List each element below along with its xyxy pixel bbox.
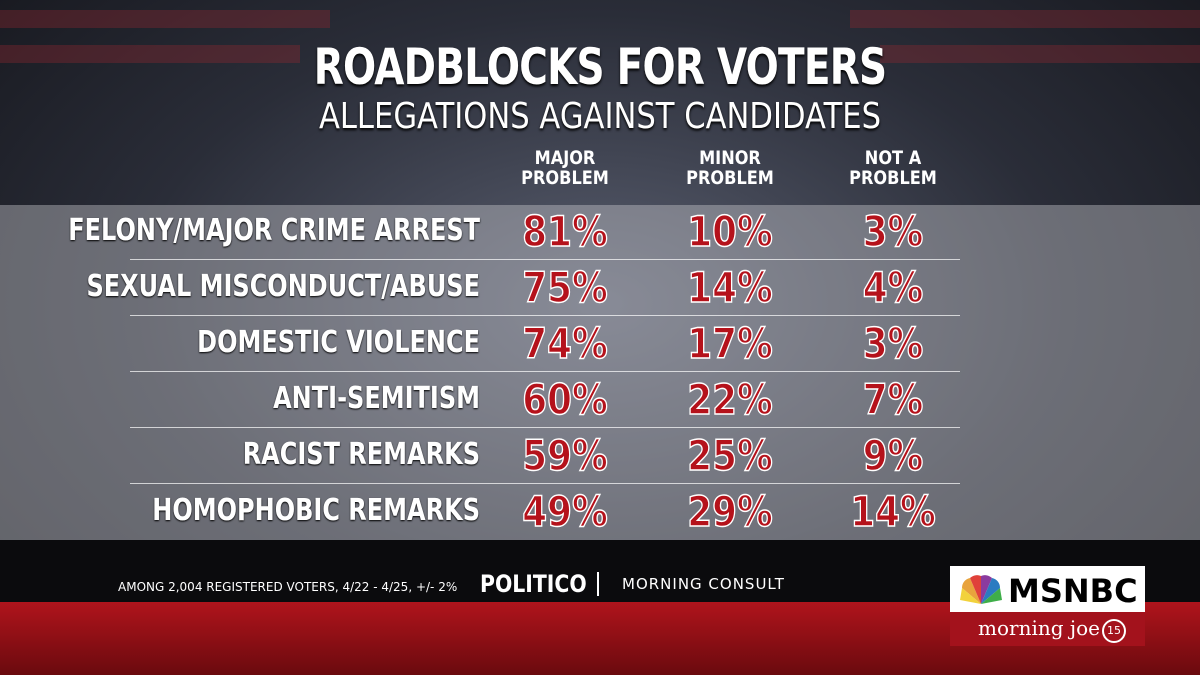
- network: MSNBC: [1008, 572, 1138, 610]
- row-label: DOMESTIC VIOLENCE: [197, 325, 480, 360]
- cell-value: 75%: [522, 262, 609, 313]
- row-divider: [130, 259, 960, 260]
- peacock: [960, 575, 1002, 604]
- row-label: ANTI-SEMITISM: [273, 381, 480, 416]
- cell-value: 14%: [850, 486, 937, 537]
- cell-value: 7%: [862, 374, 924, 425]
- row-divider: [130, 315, 960, 316]
- cell-value: 59%: [522, 430, 609, 481]
- row-label: FELONY/MAJOR CRIME ARREST: [68, 213, 480, 248]
- cell-value: 29%: [687, 486, 774, 537]
- show: morning joe: [978, 616, 1100, 640]
- cell-value: 60%: [522, 374, 609, 425]
- cell-value: 81%: [522, 206, 609, 257]
- row-label: RACIST REMARKS: [242, 437, 480, 472]
- row-band: [0, 205, 1200, 540]
- show-bar: morning joe 15: [950, 612, 1145, 646]
- row-divider: [130, 483, 960, 484]
- column-header: MAJOR PROBLEM: [521, 147, 609, 189]
- source: POLITICO: [480, 570, 587, 598]
- cell-value: 9%: [862, 430, 924, 481]
- title: ROADBLOCKS FOR VOTERS: [313, 38, 887, 96]
- source: MORNING CONSULT: [622, 575, 785, 593]
- row-divider: [130, 371, 960, 372]
- cell-value: 4%: [862, 262, 924, 313]
- cell-value: 10%: [687, 206, 774, 257]
- cell-value: 3%: [862, 206, 924, 257]
- row-label: HOMOPHOBIC REMARKS: [152, 493, 480, 528]
- footnote: AMONG 2,004 REGISTERED VOTERS, 4/22 - 4/…: [118, 580, 458, 594]
- cell-value: 25%: [687, 430, 774, 481]
- cell-value: 49%: [522, 486, 609, 537]
- divider: [597, 572, 599, 596]
- row-divider: [130, 427, 960, 428]
- column-header: NOT A PROBLEM: [849, 147, 937, 189]
- cell-value: 74%: [522, 318, 609, 369]
- badge: 15: [1102, 619, 1126, 643]
- cell-value: 17%: [687, 318, 774, 369]
- subtitle: ALLEGATIONS AGAINST CANDIDATES: [318, 96, 882, 137]
- cell-value: 3%: [862, 318, 924, 369]
- logo: MSNBC morning joe 15: [950, 566, 1145, 646]
- row-label: SEXUAL MISCONDUCT/ABUSE: [86, 269, 480, 304]
- column-header: MINOR PROBLEM: [686, 147, 774, 189]
- cell-value: 14%: [687, 262, 774, 313]
- cell-value: 22%: [687, 374, 774, 425]
